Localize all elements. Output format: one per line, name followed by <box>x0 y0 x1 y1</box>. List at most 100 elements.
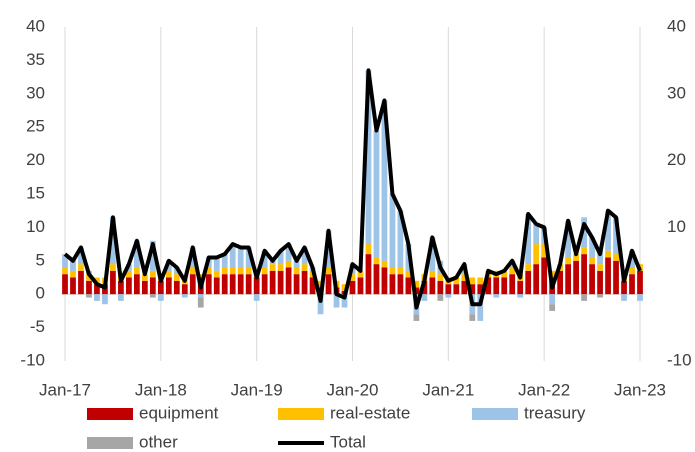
bar <box>165 277 172 295</box>
legend-swatch <box>87 408 133 420</box>
bar <box>365 244 372 255</box>
bar <box>469 277 476 285</box>
bar <box>365 70 372 245</box>
bar <box>78 247 84 265</box>
bar <box>501 270 508 278</box>
bar <box>325 230 332 268</box>
bar <box>549 304 556 311</box>
bar <box>413 280 420 288</box>
x-tick-label: Jan-17 <box>39 380 91 399</box>
bar <box>237 267 244 275</box>
bar <box>126 277 132 295</box>
bar <box>118 294 124 301</box>
bar <box>181 294 188 298</box>
bar <box>181 284 188 295</box>
bar <box>605 250 611 258</box>
legend-swatch <box>87 437 133 449</box>
bar <box>373 130 380 258</box>
bar <box>469 284 476 295</box>
bar <box>205 267 212 275</box>
bar <box>94 277 100 285</box>
bar <box>277 270 284 295</box>
bar <box>229 244 236 268</box>
bar <box>78 264 84 271</box>
bar <box>102 294 108 305</box>
bar <box>333 294 340 308</box>
bar <box>589 257 595 265</box>
bar <box>589 237 595 258</box>
bar <box>253 277 260 295</box>
bar <box>245 247 252 268</box>
bar <box>157 280 164 295</box>
bar <box>309 277 316 295</box>
bar <box>301 264 308 271</box>
bar <box>397 267 404 275</box>
bar <box>118 280 124 295</box>
bar <box>62 267 68 275</box>
bar <box>637 294 643 301</box>
bar <box>293 260 300 268</box>
bar <box>149 240 156 271</box>
bar <box>429 237 436 271</box>
legend-label: real-estate <box>330 403 410 422</box>
bar <box>589 264 595 295</box>
bar <box>565 257 571 265</box>
y2-tick-label: 30 <box>667 83 686 102</box>
bar <box>253 294 260 301</box>
bar <box>541 257 548 295</box>
bar <box>70 260 76 271</box>
bar <box>421 294 428 301</box>
bar <box>86 274 92 281</box>
bar <box>62 274 68 295</box>
bar <box>237 247 244 268</box>
bar <box>381 100 388 261</box>
bar <box>62 254 68 268</box>
bar <box>189 267 196 275</box>
y-tick-label: -10 <box>20 350 45 369</box>
bar <box>581 247 587 255</box>
bar <box>149 294 156 298</box>
bar <box>149 270 156 278</box>
bar <box>389 267 396 275</box>
bar <box>637 270 643 295</box>
bar <box>149 277 156 295</box>
bar <box>613 254 619 261</box>
bar <box>581 254 587 295</box>
bar <box>437 294 444 301</box>
y2-tick-label: 20 <box>667 150 686 169</box>
bar <box>261 274 268 295</box>
bar <box>341 294 348 308</box>
bar <box>541 244 548 258</box>
bar <box>261 267 268 275</box>
bar <box>245 267 252 275</box>
bar <box>70 277 76 295</box>
bar <box>413 314 420 321</box>
legend-swatch <box>278 408 324 420</box>
bar <box>405 270 412 278</box>
bar <box>134 267 140 275</box>
bar <box>349 280 356 295</box>
bar <box>397 274 404 295</box>
bar <box>157 294 164 301</box>
bar <box>573 254 579 261</box>
bar <box>597 250 603 265</box>
bar <box>293 274 300 295</box>
bar <box>581 294 587 301</box>
bar <box>517 294 524 298</box>
bar <box>86 294 92 298</box>
bar <box>197 297 204 308</box>
bar <box>285 244 292 261</box>
bar <box>70 270 76 278</box>
bar <box>325 267 332 275</box>
bar <box>517 280 524 295</box>
x-tick-label: Jan-21 <box>422 380 474 399</box>
bar <box>165 270 172 278</box>
bar <box>445 284 452 295</box>
x-tick-label: Jan-22 <box>518 380 570 399</box>
y-tick-label: 40 <box>26 16 45 35</box>
bar <box>349 274 356 281</box>
bar <box>613 217 619 255</box>
y-tick-label: 5 <box>36 250 45 269</box>
bar <box>565 220 571 258</box>
